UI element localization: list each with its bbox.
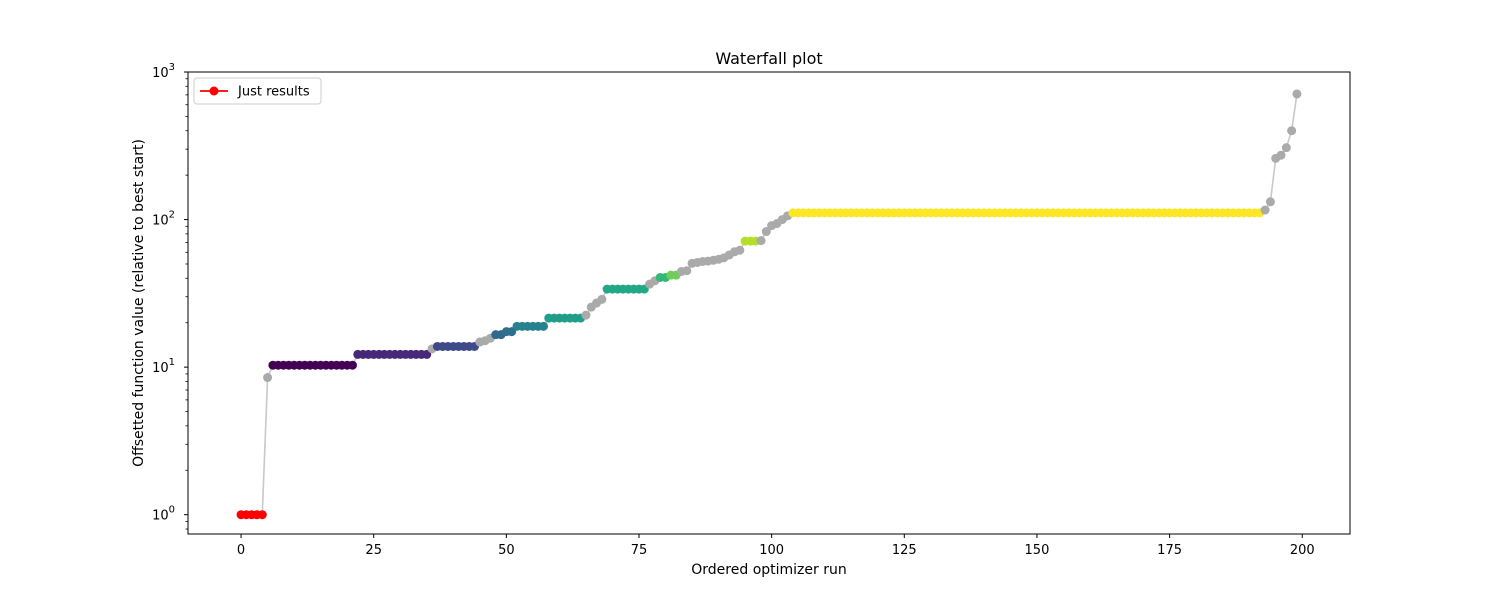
x-tick-label: 175	[1157, 543, 1182, 558]
data-point	[1287, 126, 1297, 136]
data-point	[263, 373, 273, 383]
x-tick-label: 125	[892, 543, 917, 558]
x-tick-label: 200	[1290, 543, 1315, 558]
data-point	[597, 294, 607, 304]
legend: Just results	[193, 77, 322, 105]
data-point	[1265, 197, 1275, 207]
data-point	[539, 321, 548, 331]
data-point	[1276, 150, 1286, 160]
x-tick-label: 100	[759, 543, 784, 558]
legend-dot-marker	[209, 86, 219, 96]
data-point	[761, 227, 771, 237]
chart-title: Waterfall plot	[715, 49, 822, 68]
data-point	[1260, 205, 1270, 215]
x-tick-label: 50	[498, 543, 515, 558]
data-point	[756, 236, 766, 246]
x-tick-label: 0	[237, 543, 245, 558]
points-layer	[236, 89, 1302, 520]
legend-box	[193, 77, 322, 105]
data-point	[682, 266, 692, 276]
y-axis-label: Offsetted function value (relative to be…	[131, 139, 147, 467]
data-point	[735, 245, 745, 255]
data-point	[581, 310, 591, 320]
data-point	[1281, 143, 1291, 153]
data-point	[257, 510, 267, 520]
plot-frame	[187, 71, 1351, 535]
x-tick-label: 75	[631, 543, 648, 558]
x-axis-label: Ordered optimizer run	[691, 562, 846, 578]
data-point	[1292, 89, 1302, 99]
x-tick-label: 25	[365, 543, 382, 558]
x-tick-label: 150	[1025, 543, 1050, 558]
legend-label: Just results	[237, 85, 310, 100]
data-point	[347, 360, 357, 370]
